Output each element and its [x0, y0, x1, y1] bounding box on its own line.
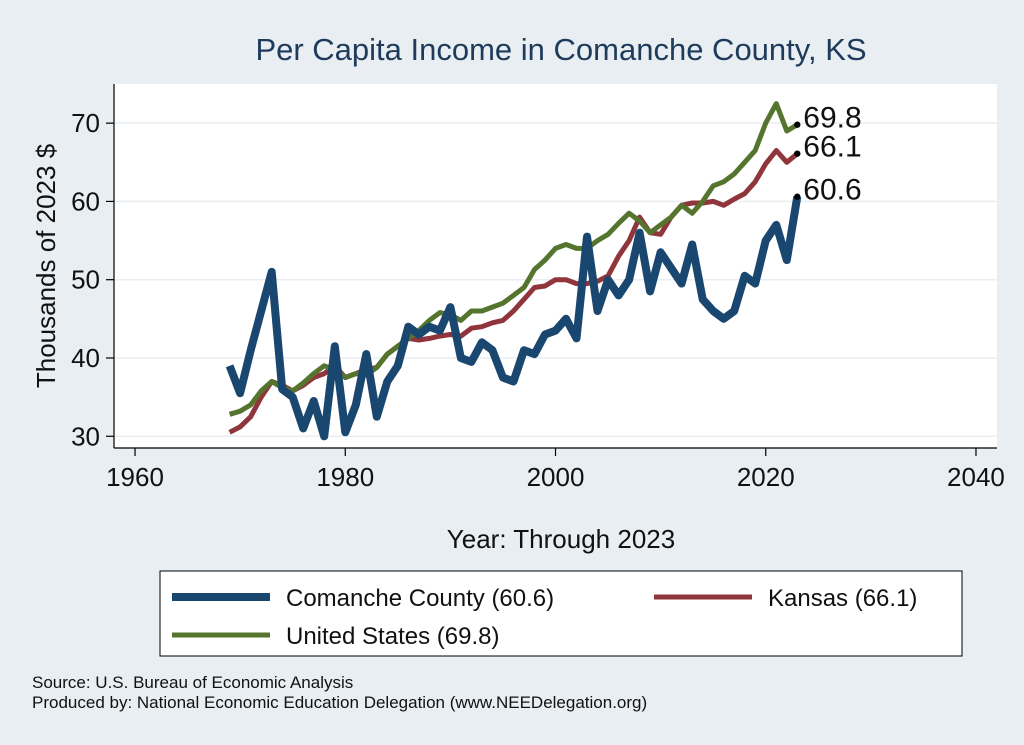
end-value-label: 66.1: [803, 131, 861, 164]
producer-note: Produced by: National Economic Education…: [32, 693, 647, 712]
end-point-marker: [794, 193, 801, 200]
end-value-label: 69.8: [803, 102, 861, 135]
plot-area: [114, 84, 997, 448]
x-tick-label: 2040: [947, 462, 1005, 492]
x-ticks: 1960 1980 2000 2020 2040: [106, 448, 1005, 492]
y-ticks: 30 40 50 60 70: [71, 108, 114, 451]
y-tick-label: 60: [71, 186, 100, 216]
y-tick-label: 40: [71, 343, 100, 373]
y-tick-label: 30: [71, 421, 100, 451]
legend: [159, 570, 963, 657]
x-tick-label: 1960: [106, 462, 164, 492]
y-axis-title: Thousands of 2023 $: [31, 143, 61, 388]
legend-label: United States (69.8): [286, 623, 499, 650]
x-tick-label: 1980: [316, 462, 374, 492]
x-axis-title: Year: Through 2023: [447, 524, 675, 554]
chart-title: Per Capita Income in Comanche County, KS: [255, 32, 866, 67]
series-line-united-states: [228, 101, 799, 417]
x-tick-label: 2020: [737, 462, 795, 492]
series-line-comanche-county: [225, 196, 802, 441]
legend-label: Kansas (66.1): [768, 585, 917, 612]
source-note: Source: U.S. Bureau of Economic Analysis: [32, 673, 353, 692]
y-tick-label: 50: [71, 265, 100, 295]
end-labels: 60.6 66.169.8: [794, 102, 862, 207]
series-lines: [225, 101, 802, 441]
x-tick-label: 2000: [527, 462, 585, 492]
end-point-marker: [794, 121, 801, 128]
end-value-label: 60.6: [803, 174, 861, 207]
legend-label: Comanche County (60.6): [286, 585, 554, 612]
legend-items: Comanche County (60.6) Kansas (66.1) Unite…: [172, 585, 917, 650]
y-tick-label: 70: [71, 108, 100, 138]
end-point-marker: [794, 150, 801, 157]
